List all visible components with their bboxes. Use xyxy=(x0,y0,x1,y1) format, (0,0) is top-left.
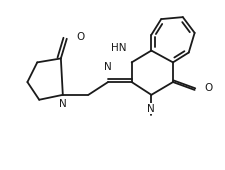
Text: N: N xyxy=(147,104,155,114)
Text: N: N xyxy=(104,62,112,72)
Text: O: O xyxy=(76,32,85,42)
Text: O: O xyxy=(205,83,213,93)
Text: HN: HN xyxy=(111,42,127,53)
Text: N: N xyxy=(59,99,67,109)
